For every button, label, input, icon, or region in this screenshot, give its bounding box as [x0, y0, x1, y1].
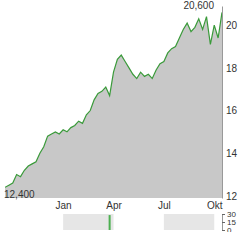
price-area [5, 12, 222, 198]
volume-bar [144, 230, 146, 231]
volume-bar [82, 230, 84, 231]
volume-bar [23, 230, 25, 231]
tick: 14 [222, 148, 238, 159]
tick: 16 [222, 105, 238, 116]
price-line [5, 12, 222, 187]
volume-bar [155, 230, 157, 231]
x-axis: Jan Apr Jul Okt [56, 198, 223, 211]
volume-bar [35, 230, 37, 231]
background-bands [63, 214, 214, 230]
volume-bar [74, 230, 76, 231]
tick-label: 18 [226, 63, 238, 74]
tick-mark [222, 214, 225, 215]
volume-bar [186, 230, 188, 231]
tick: Apr [106, 198, 122, 211]
volume-bar [209, 230, 211, 231]
tick-label: 16 [226, 105, 238, 116]
tick-label: 14 [226, 148, 238, 159]
tick-label: Jul [158, 200, 171, 211]
volume-bar [213, 230, 215, 231]
tick-label: 15 [227, 218, 236, 227]
volume-bar [147, 230, 149, 231]
volume-area [109, 215, 111, 230]
volume-bar [101, 230, 103, 231]
annotation: 20,600 [183, 0, 214, 11]
volume-bar [194, 230, 196, 231]
axis-line [222, 7, 223, 199]
volume-bar [12, 230, 14, 231]
volume-bar [167, 230, 169, 231]
volume-bar [159, 230, 161, 231]
tick: 12 [222, 191, 238, 202]
volume-bar [163, 230, 165, 231]
tick-label: 30 [227, 210, 236, 219]
tick: Jan [56, 198, 72, 211]
tick-label: 20 [226, 20, 238, 31]
volume-bar [54, 230, 56, 231]
volume-bar [113, 230, 115, 231]
volume-y-axis: 01530 [222, 210, 236, 232]
volume-bar [58, 230, 60, 231]
chart: 12 14 16 18 20 Jan Apr Jul Okt 12,400 20,600 01530 [0, 0, 240, 232]
volume-bar [116, 230, 118, 231]
volume-bar [132, 230, 134, 231]
volume-bar [78, 230, 80, 231]
volume-bar [109, 215, 111, 230]
volume-bar [217, 230, 219, 231]
volume-bar [93, 230, 95, 231]
volume-bar [47, 230, 49, 231]
volume-bar [206, 230, 208, 231]
volume-bar [8, 230, 10, 231]
volume-bar [198, 230, 200, 231]
volume-bar [202, 230, 204, 231]
volume-bar [51, 230, 53, 231]
tick-label: Jan [56, 200, 72, 211]
volume-bar [97, 230, 99, 231]
volume-bar [151, 230, 153, 231]
volume-bar [175, 230, 177, 231]
volume-bar [66, 230, 68, 231]
volume-bar [136, 230, 138, 231]
volume-bar [70, 230, 72, 231]
plot-area [5, 12, 222, 198]
annotation: 12,400 [4, 189, 35, 200]
volume-bar [120, 230, 122, 231]
y-axis: 12 14 16 18 20 [222, 7, 238, 202]
volume-bar [62, 230, 64, 231]
band [164, 214, 214, 230]
tick-label: 12 [226, 191, 238, 202]
volume-bar [178, 230, 180, 231]
tick-label: Apr [106, 200, 122, 211]
tick-mark [222, 222, 225, 223]
tick: Jul [158, 198, 171, 211]
volume-bar [124, 230, 126, 231]
volume-bar [182, 230, 184, 231]
volume-bar [16, 230, 18, 231]
tick: 30 [222, 210, 236, 219]
volume-bar [39, 230, 41, 231]
volume-bar [140, 230, 142, 231]
volume-bar [27, 230, 29, 231]
tick-mark [222, 230, 225, 231]
volume-bar [221, 230, 222, 231]
volume-bar [20, 230, 22, 231]
band [63, 214, 113, 230]
volume-bar [105, 230, 107, 231]
tick: 15 [222, 218, 236, 227]
volume-bar [190, 230, 192, 231]
tick-label: Okt [207, 200, 223, 211]
volume-bar [85, 230, 87, 231]
tick: Okt [207, 198, 223, 211]
volume-bar [171, 230, 173, 231]
volume-bar [89, 230, 91, 231]
volume-bar [43, 230, 45, 231]
tick: 18 [222, 63, 238, 74]
volume-bar [31, 230, 33, 231]
volume-bar [5, 230, 6, 231]
volume-bar [128, 230, 130, 231]
tick: 20 [222, 20, 238, 31]
